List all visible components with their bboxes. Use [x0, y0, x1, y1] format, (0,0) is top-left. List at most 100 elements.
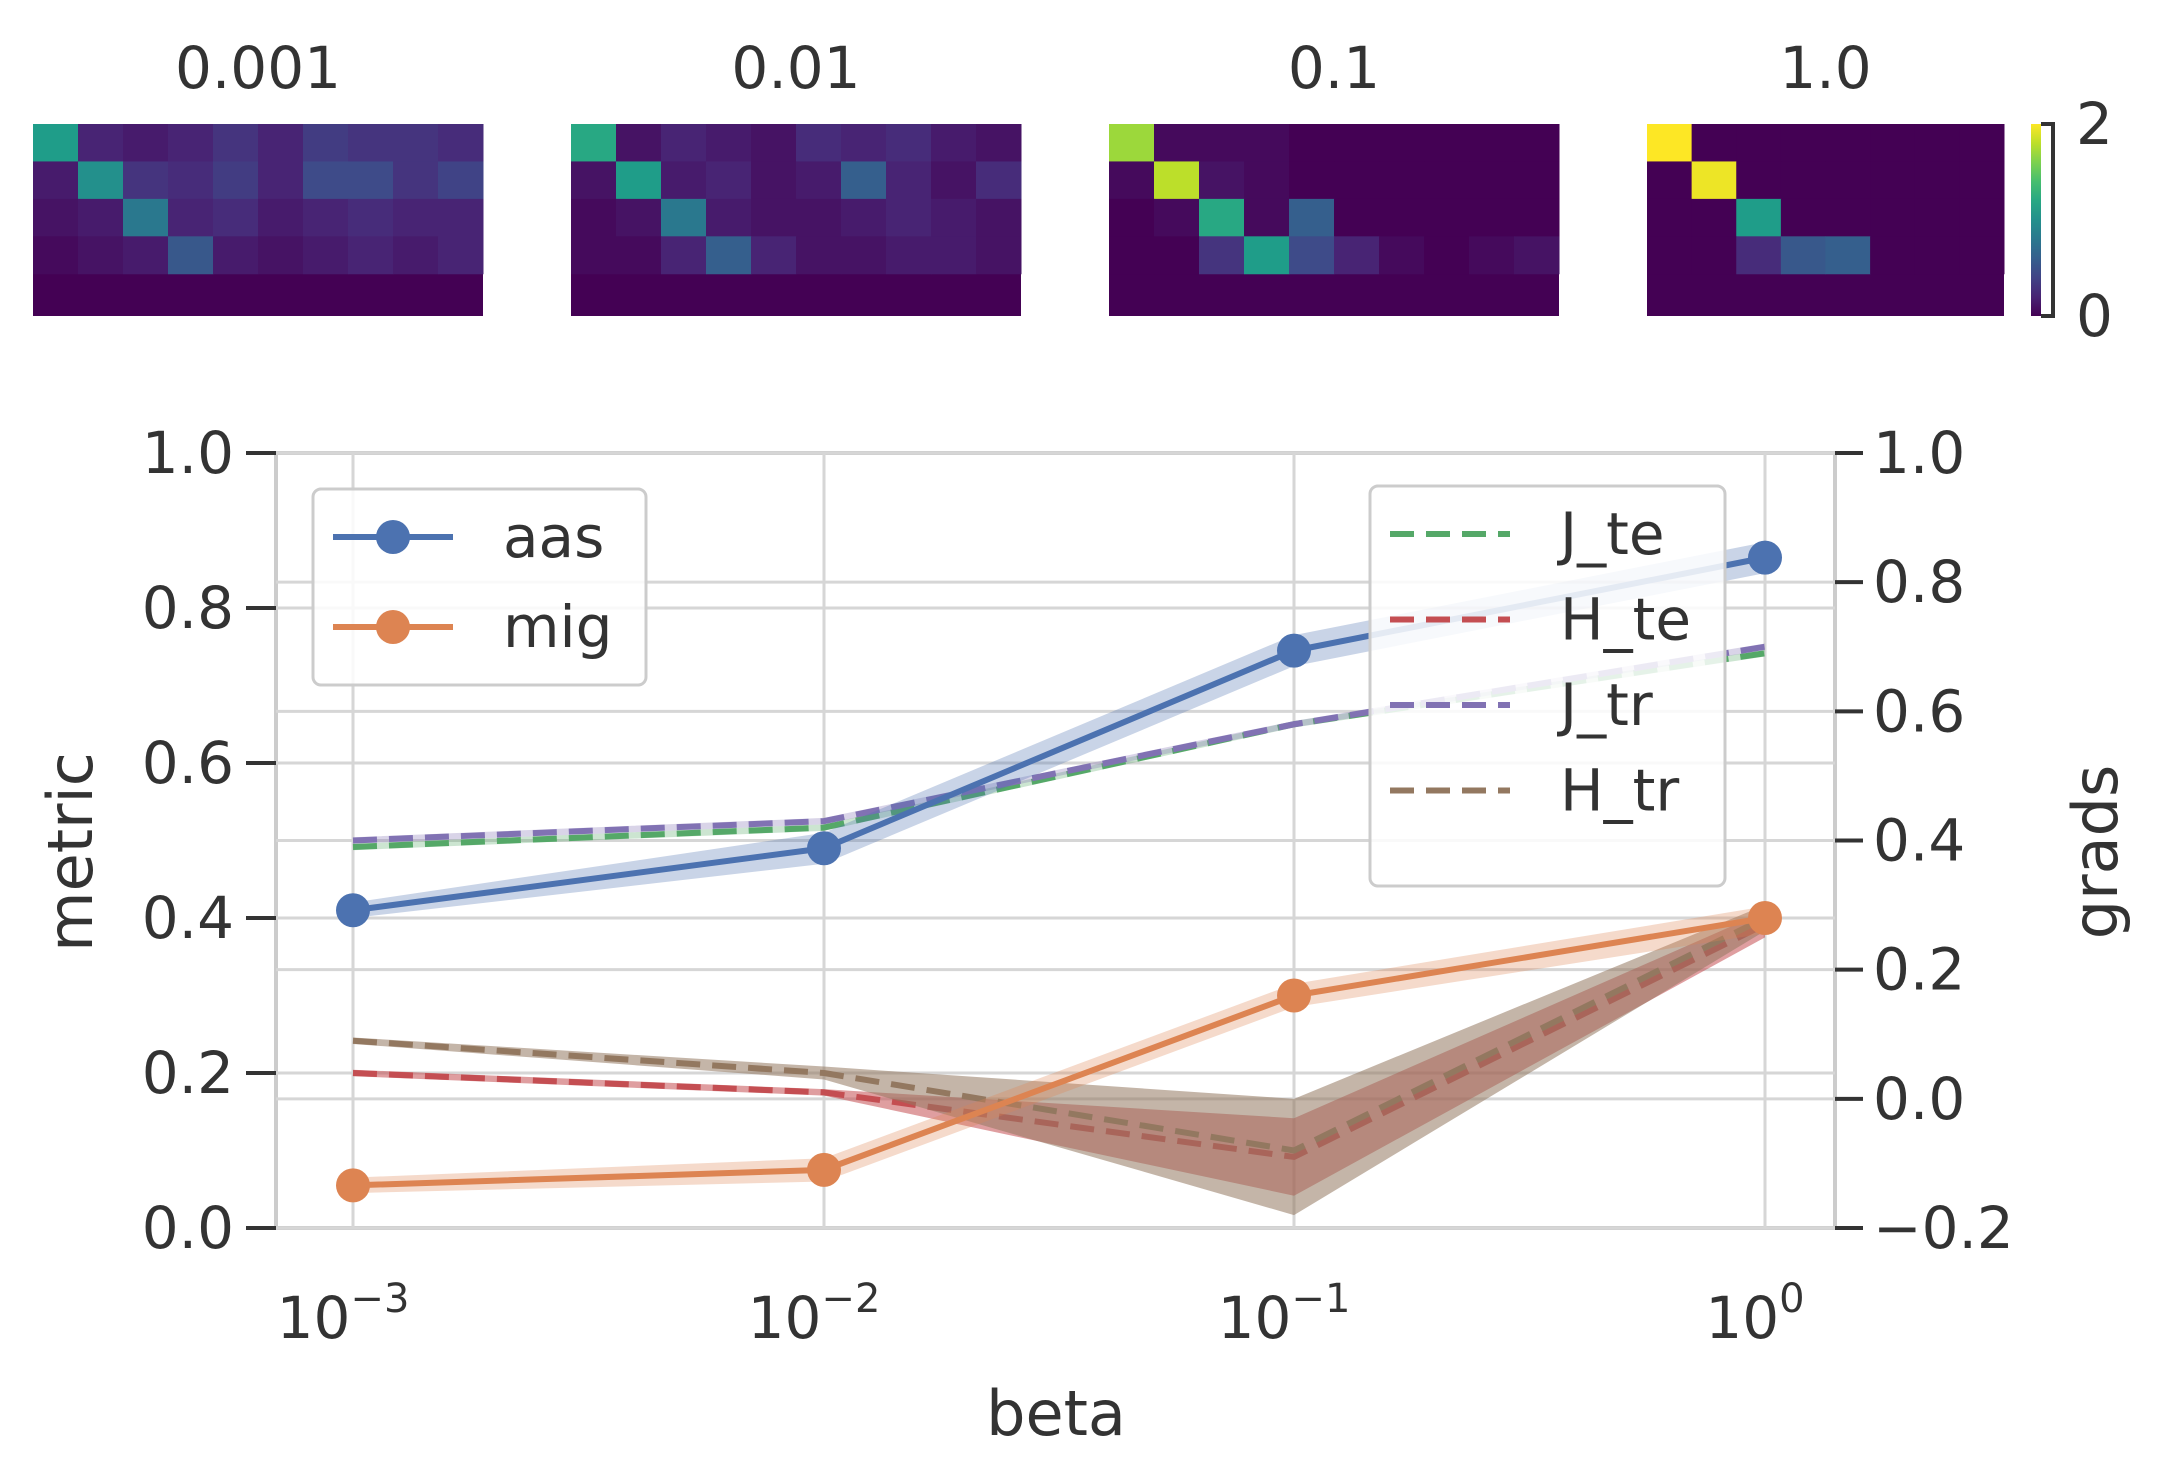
heatmap-cell [1691, 198, 1737, 237]
heatmap-cell [796, 236, 842, 275]
y-right-tick-label: −0.2 [1873, 1194, 2014, 1262]
heatmap-cell [706, 124, 752, 162]
heatmap-cell [1780, 161, 1826, 200]
heatmap-cell [213, 124, 259, 162]
heatmap-cell [751, 198, 797, 237]
heatmap-cell [796, 161, 842, 200]
heatmap-cell [1424, 161, 1470, 200]
heatmap-cell [168, 198, 214, 237]
heatmap-cell [123, 236, 169, 275]
heatmap-cell [1514, 236, 1560, 275]
data-point [1277, 978, 1311, 1013]
heatmap-cell [661, 124, 707, 162]
heatmap-cell [1514, 124, 1560, 162]
heatmap-cell [1647, 198, 1693, 237]
heatmap-cell [438, 198, 484, 237]
heatmap-cell [661, 198, 707, 237]
heatmap-cell [616, 124, 662, 162]
heatmap-cell [1244, 161, 1290, 200]
heatmap-cell [1289, 124, 1335, 162]
heatmap-cell [1154, 161, 1200, 200]
y-tick-label: 0.0 [142, 1194, 234, 1262]
heatmap-cell [1334, 236, 1380, 275]
y-right-tick-label: 0.6 [1873, 677, 1965, 745]
heatmap-cell [1691, 161, 1737, 200]
heatmap-cell [1780, 124, 1826, 162]
legend-label: mig [503, 593, 612, 661]
x-tick-exponent: 0 [1779, 1276, 1804, 1322]
heatmap-panel: 1.0 [1647, 34, 2005, 316]
heatmap-cell [1870, 124, 1916, 162]
colorbar-bar [2031, 124, 2041, 316]
heatmap-cell [393, 124, 439, 162]
legend-label: H_tr [1560, 757, 1679, 825]
line-chart: 0.0 0.2 0.4 0.6 0.8 1.0 −0.2 0.0 0.2 0.4 0.6 0.8 1.0… [34, 419, 2132, 1450]
heatmap-cell [841, 124, 887, 162]
legend-frame [1368, 484, 1727, 888]
heatmap-cell [571, 236, 617, 275]
heatmap-cell [751, 161, 797, 200]
heatmap-cell [1109, 124, 1155, 162]
confidence-band [353, 905, 1765, 1216]
heatmap-cell [571, 124, 617, 162]
y-tick-label: 0.8 [142, 574, 234, 642]
data-point [807, 831, 841, 866]
heatmap-cell [1199, 198, 1245, 237]
y-right-tick-label: 0.2 [1873, 936, 1965, 1004]
heatmap-cell [1736, 161, 1782, 200]
heatmap-cell [1959, 198, 2005, 237]
heatmap-cell [1199, 236, 1245, 275]
series-line [352, 915, 1767, 1154]
heatmap-cell [33, 198, 79, 237]
heatmap-cell [1379, 198, 1425, 237]
heatmap-title: 0.1 [1288, 34, 1380, 102]
y-tick-label: 1.0 [142, 419, 234, 487]
heatmap-cell [348, 236, 394, 275]
heatmap-cell [438, 161, 484, 200]
series-mig [336, 901, 1782, 1203]
legend-marker [376, 520, 410, 554]
heatmap-cell [1109, 236, 1155, 275]
heatmap-cell [1244, 124, 1290, 162]
heatmap-cell [1109, 198, 1155, 237]
heatmap-cell [1691, 236, 1737, 275]
heatmap-cell [438, 124, 484, 162]
heatmap-cell [393, 161, 439, 200]
y-right-tick-label: 0.4 [1873, 807, 1965, 875]
y-tick-label: 0.6 [142, 729, 234, 797]
x-tick-exponent: −2 [821, 1276, 880, 1322]
data-point [1277, 633, 1311, 668]
heatmap-cell [931, 236, 977, 275]
heatmap-cell [616, 198, 662, 237]
heatmap-cell [1736, 236, 1782, 275]
heatmap-cell [931, 124, 977, 162]
heatmap-cell [33, 124, 79, 162]
heatmap-cell [1959, 124, 2005, 162]
heatmap-cell [348, 198, 394, 237]
heatmap-cell [1780, 236, 1826, 275]
heatmap-cell [33, 161, 79, 200]
x-tick-label: 10−3 [277, 1276, 410, 1352]
heatmap-cell [393, 198, 439, 237]
heatmap-title: 1.0 [1779, 34, 1871, 102]
x-tick-label: 10−2 [748, 1276, 881, 1352]
heatmap-cell [1244, 198, 1290, 237]
heatmap-panel: 0.1 [1109, 34, 1560, 316]
heatmap-cell [1469, 198, 1515, 237]
heatmap-cell [1199, 124, 1245, 162]
heatmap-cell [303, 236, 349, 275]
heatmap-cell [616, 161, 662, 200]
heatmap-cell [931, 161, 977, 200]
legend-label: J_te [1557, 500, 1665, 568]
heatmap-cell [1825, 161, 1871, 200]
heatmap-cell [1870, 161, 1916, 200]
heatmap-cell [571, 198, 617, 237]
heatmap-cell [258, 236, 304, 275]
x-tick-base: 10 [748, 1284, 822, 1352]
heatmap-cell [1959, 236, 2005, 275]
heatmap-cell [661, 236, 707, 275]
heatmap-cell [348, 124, 394, 162]
heatmap-cell [33, 236, 79, 275]
heatmap-cell [78, 161, 124, 200]
